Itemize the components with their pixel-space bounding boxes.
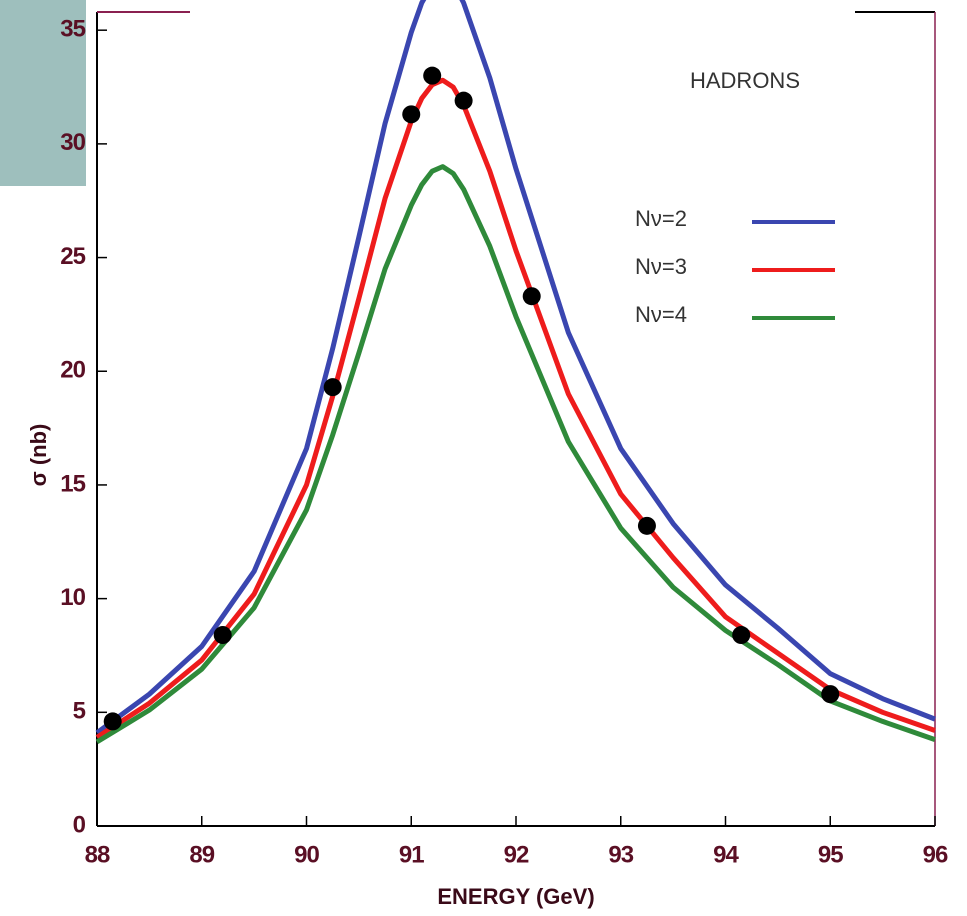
data-point	[213, 626, 232, 645]
y-tick-label: 20	[60, 357, 85, 384]
legend-label: Nν=3	[635, 254, 687, 279]
data-point	[637, 516, 656, 535]
data-point	[323, 378, 342, 397]
y-tick-label: 35	[60, 16, 85, 43]
y-tick-label: 25	[60, 243, 85, 270]
y-tick-label: 0	[73, 811, 86, 838]
data-point	[732, 626, 751, 645]
data-point	[423, 66, 442, 85]
x-tick-label: 88	[85, 841, 110, 868]
y-tick-label: 10	[60, 584, 85, 611]
data-point	[103, 712, 122, 731]
y-tick-label: 15	[60, 470, 85, 497]
legend-label: Nν=2	[635, 206, 687, 231]
y-tick-label: 30	[60, 129, 85, 156]
x-tick-label: 96	[923, 841, 948, 868]
x-tick-label: 89	[189, 841, 214, 868]
data-point	[522, 287, 541, 306]
x-tick-label: 95	[818, 841, 843, 868]
x-tick-label: 94	[713, 841, 739, 868]
data-point	[402, 105, 421, 124]
photo-corner	[0, 0, 86, 186]
y-tick-label: 5	[73, 698, 86, 725]
x-tick-label: 93	[608, 841, 633, 868]
x-tick-label: 92	[504, 841, 529, 868]
x-tick-label: 90	[294, 841, 319, 868]
y-axis-label: σ (nb)	[26, 424, 51, 487]
series-line	[95, 77, 936, 740]
data-point	[821, 685, 840, 704]
x-axis-label: ENERGY (GeV)	[437, 884, 594, 909]
data-point	[454, 91, 473, 110]
annotation: HADRONS	[690, 68, 800, 93]
series-line	[95, 0, 936, 735]
x-tick-label: 91	[399, 841, 424, 868]
legend-label: Nν=4	[635, 302, 687, 327]
